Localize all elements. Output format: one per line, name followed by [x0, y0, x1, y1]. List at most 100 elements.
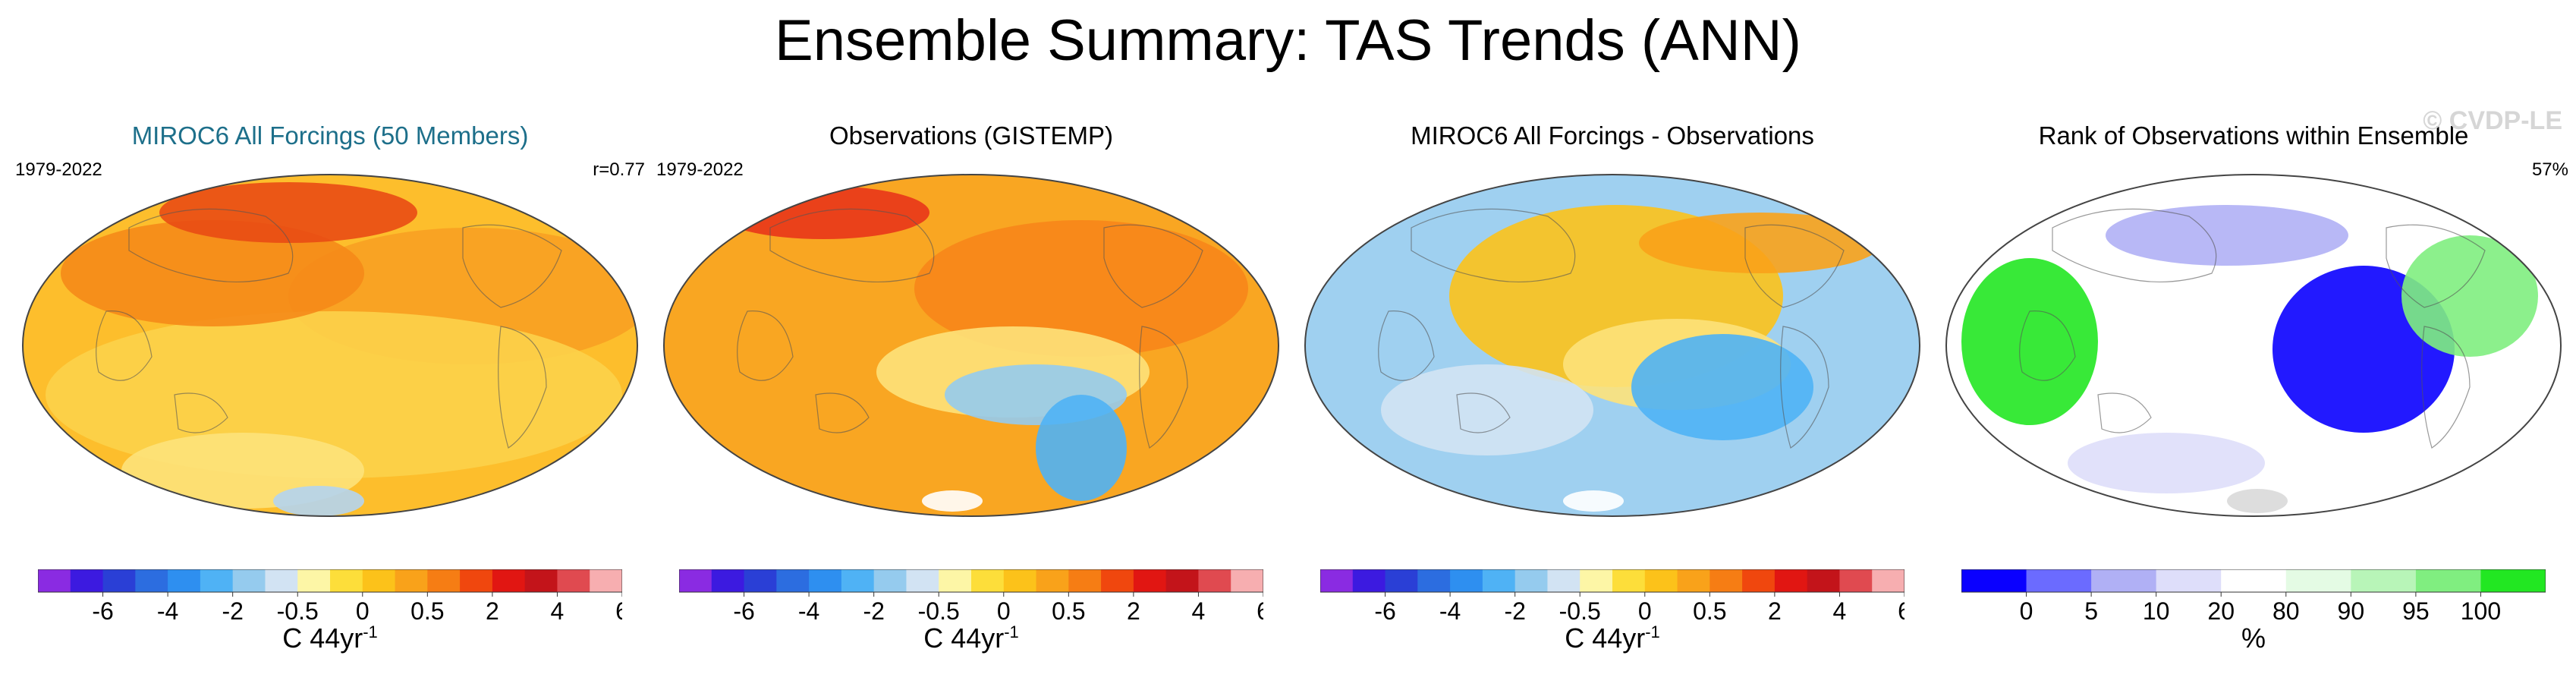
- colorbar-swatch: [1872, 569, 1904, 592]
- colorbar-units: %: [2241, 622, 2266, 654]
- colorbar-swatch: [524, 569, 558, 592]
- colorbar-swatch: [873, 569, 907, 592]
- coastline: [1780, 326, 1829, 449]
- watermark: © CVDP-LE: [2423, 106, 2562, 135]
- map-field-patch: [914, 220, 1248, 357]
- colorbar-swatch: [1133, 569, 1167, 592]
- map-boundary: [22, 174, 638, 517]
- coastline: [1103, 224, 1203, 308]
- colorbar-frame: [679, 569, 1263, 593]
- colorbar-swatch: [297, 569, 331, 592]
- map-field-patch: [1381, 364, 1593, 455]
- map-boundary: [663, 174, 1279, 517]
- map-field-patch: [1036, 395, 1127, 501]
- colorbar-swatch: [102, 569, 136, 592]
- colorbar-swatch: [70, 569, 104, 592]
- colorbar-swatch: [168, 569, 201, 592]
- colorbar-tick-label: 10: [2143, 597, 2170, 622]
- colorbar-swatch: [744, 569, 777, 592]
- colorbar-swatch: [1547, 569, 1581, 592]
- colorbar-frame: [38, 569, 622, 593]
- colorbar-tick-label: 5: [2084, 597, 2098, 622]
- colorbar-swatch: [265, 569, 298, 592]
- coastline: [2052, 208, 2217, 283]
- colorbar-swatch: [2480, 569, 2546, 592]
- colorbar-tick-label: 0: [997, 597, 1011, 622]
- map-field-patch: [1639, 213, 1882, 273]
- colorbar-swatch: [38, 569, 71, 592]
- coastline: [815, 392, 870, 433]
- colorbar-swatch: [1644, 569, 1678, 592]
- colorbar-tick-label: 4: [551, 597, 565, 622]
- colorbar-swatch: [1101, 569, 1134, 592]
- colorbar-swatch: [1231, 569, 1263, 592]
- colorbar: 0 5 10 20 80 90 95 100: [1961, 569, 2546, 622]
- colorbar-swatch: [2026, 569, 2092, 592]
- panel-title: MIROC6 All Forcings - Observations: [1411, 121, 1814, 150]
- coastline: [462, 224, 562, 308]
- colorbar-tick-label: 6: [1257, 597, 1263, 622]
- map-field-patch: [2106, 205, 2348, 266]
- panel-title: Observations (GISTEMP): [829, 121, 1114, 150]
- colorbar-tick-label: 4: [1192, 597, 1206, 622]
- colorbar-units: C 44yr-1: [282, 622, 378, 654]
- panel-difference: MIROC6 All Forcings - Observations -6 -4-…: [1297, 114, 1927, 683]
- colorbar-tick-label: 95: [2402, 597, 2430, 622]
- colorbar-tick-label: 0.5: [1693, 597, 1726, 622]
- colorbar-swatch: [1036, 569, 1069, 592]
- pattern-correlation: r=0.77: [593, 159, 645, 180]
- colorbar-swatch: [1677, 569, 1710, 592]
- colorbar-swatch: [2415, 569, 2481, 592]
- colorbar-swatch: [590, 569, 622, 592]
- panel-model: MIROC6 All Forcings (50 Members) 1979-20…: [15, 114, 645, 683]
- panel-observations: Observations (GISTEMP) 1979-2022 -6 -4 -2-…: [656, 114, 1286, 683]
- colorbar-swatch: [906, 569, 939, 592]
- coastline: [498, 326, 547, 449]
- colorbar-frame: [1320, 569, 1904, 593]
- colorbar-swatch: [841, 569, 875, 592]
- colorbar-tick-label: -6: [733, 597, 754, 622]
- colorbar-tick-label: 0: [356, 597, 370, 622]
- colorbar-swatch: [1352, 569, 1386, 592]
- panel-title: Rank of Observations within Ensemble: [2038, 121, 2469, 150]
- coastline: [2386, 224, 2486, 308]
- colorbar-tick-label: 6: [615, 597, 622, 622]
- colorbar-swatch: [776, 569, 810, 592]
- colorbar-swatch: [1198, 569, 1231, 592]
- colorbar-swatch: [1068, 569, 1102, 592]
- panel-title: MIROC6 All Forcings (50 Members): [131, 121, 529, 150]
- coastline: [1411, 208, 1576, 283]
- map-field-patch: [2401, 235, 2538, 357]
- colorbar-swatch: [1417, 569, 1451, 592]
- colorbar-swatch: [1320, 569, 1354, 592]
- coastline: [769, 208, 935, 283]
- map-field-patch: [2068, 433, 2265, 493]
- colorbar-swatch: [200, 569, 234, 592]
- colorbar-swatch: [809, 569, 842, 592]
- colorbar-tick-label: -0.5: [918, 597, 960, 622]
- colorbar-swatch: [557, 569, 590, 592]
- colorbar-tick-label: 0: [1638, 597, 1652, 622]
- coastline: [2019, 310, 2076, 381]
- colorbar-tick-label: -2: [1504, 597, 1525, 622]
- colorbar-swatch: [971, 569, 1005, 592]
- map-field-patch: [61, 220, 364, 326]
- colorbar-tick-label: 90: [2338, 597, 2365, 622]
- map-field-patch: [159, 182, 417, 243]
- coastline: [737, 310, 794, 381]
- coastline: [1744, 224, 1845, 308]
- colorbar-tick-label: -4: [157, 597, 178, 622]
- colorbar-swatch: [939, 569, 972, 592]
- colorbar-swatch: [1709, 569, 1743, 592]
- map-rank: [1945, 174, 2562, 517]
- colorbar: -6 -4 -2 -0.5 0 0.5 2 4 6: [679, 569, 1263, 622]
- colorbar-tick-label: -2: [863, 597, 884, 622]
- colorbar-tick-label: -2: [222, 597, 243, 622]
- panel-rank: Rank of Observations within Ensemble 57%…: [1939, 114, 2568, 683]
- colorbar-swatch: [2156, 569, 2222, 592]
- colorbar-tick-label: -6: [1374, 597, 1395, 622]
- colorbar-tick-label: -0.5: [277, 597, 319, 622]
- colorbar-tick-label: 0.5: [410, 597, 444, 622]
- colorbar-swatch: [1385, 569, 1418, 592]
- colorbar-swatch: [1839, 569, 1873, 592]
